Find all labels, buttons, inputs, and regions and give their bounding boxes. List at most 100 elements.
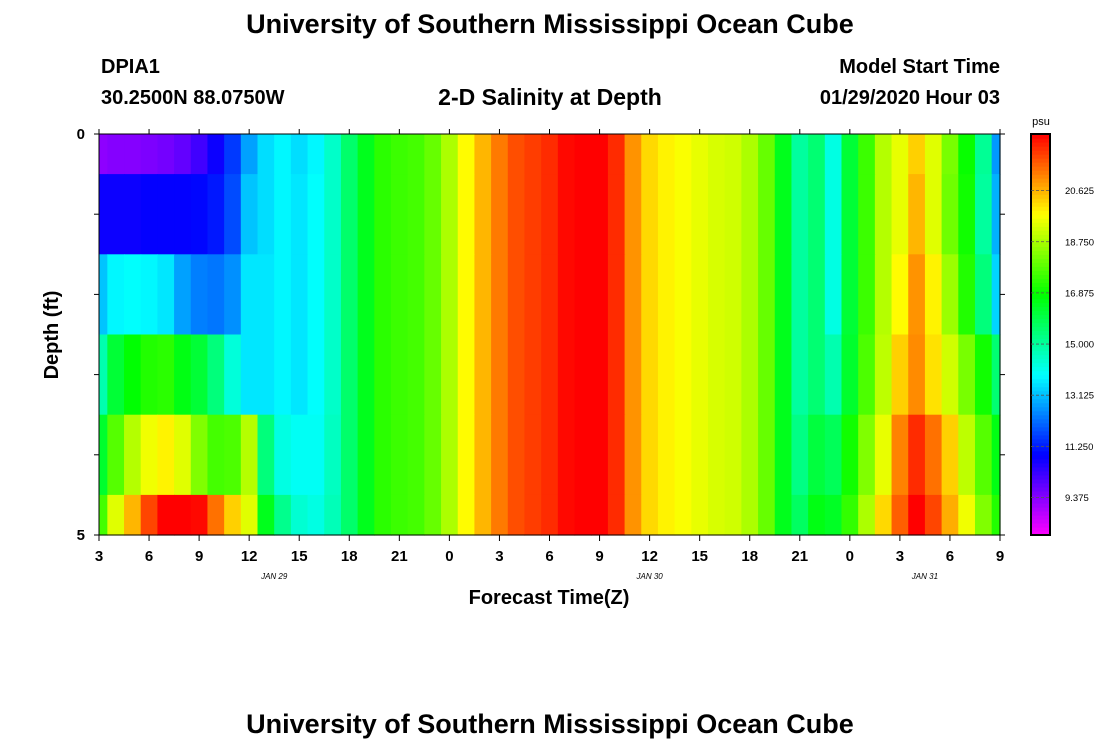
colorbar-segment — [1031, 498, 1050, 504]
heatmap-cell — [891, 334, 909, 416]
page-title: University of Southern Mississippi Ocean… — [246, 9, 854, 39]
heatmap-cell — [491, 494, 509, 536]
heatmap-cell — [607, 414, 626, 496]
heatmap-cell — [607, 494, 626, 536]
heatmap-cell — [157, 174, 175, 255]
heatmap-cell — [724, 494, 742, 536]
heatmap-cell — [374, 254, 392, 336]
date-label: JAN 29 — [260, 572, 288, 581]
footer-title: University of Southern Mississippi Ocean… — [246, 709, 854, 739]
heatmap-cell — [691, 494, 709, 536]
heatmap-cell — [324, 254, 342, 336]
heatmap-cell — [657, 334, 676, 416]
colorbar-segment — [1031, 514, 1050, 520]
colorbar-segment — [1031, 446, 1050, 452]
heatmap-cell — [958, 334, 976, 416]
heatmap-cell — [374, 414, 392, 496]
heatmap-cell — [307, 494, 325, 536]
heatmap-cell — [758, 174, 776, 255]
heatmap-cell — [491, 334, 509, 416]
heatmap-cell — [491, 254, 509, 336]
heatmap-cell — [657, 134, 676, 175]
heatmap-cell — [107, 334, 125, 416]
colorbar-tick-label: 11.250 — [1065, 442, 1093, 453]
heatmap-cell — [340, 414, 359, 496]
heatmap-cell — [240, 494, 259, 536]
model-start-time: 01/29/2020 Hour 03 — [819, 87, 1000, 109]
heatmap-cell — [858, 494, 876, 536]
colorbar-segment — [1031, 274, 1050, 279]
x-tick-label: 9 — [195, 548, 203, 565]
x-tick-label: 3 — [896, 548, 904, 565]
heatmap-cell — [941, 134, 959, 175]
heatmap-cell — [541, 334, 559, 416]
heatmap-cell — [991, 334, 1001, 416]
heatmap-cell — [607, 174, 626, 255]
heatmap-cell — [891, 414, 909, 496]
heatmap-cell — [641, 254, 659, 336]
heatmap-cell — [908, 334, 926, 416]
heatmap-cell — [99, 414, 108, 496]
heatmap-cell — [791, 254, 809, 336]
heatmap-cell — [808, 414, 826, 496]
colorbar-segment — [1031, 270, 1050, 275]
heatmap-cell — [574, 494, 592, 536]
heatmap-cell — [941, 334, 959, 416]
heatmap-cell — [591, 174, 609, 255]
heatmap-cell — [374, 174, 392, 255]
colorbar-segment — [1031, 490, 1050, 496]
colorbar-segment — [1031, 354, 1050, 360]
colorbar-segment — [1031, 154, 1050, 159]
heatmap-cell — [157, 494, 175, 536]
heatmap-cell — [708, 414, 726, 496]
heatmap-cell — [908, 414, 926, 496]
heatmap-cell — [908, 134, 926, 175]
heatmap-cell — [624, 494, 642, 536]
colorbar-segment — [1031, 450, 1050, 456]
heatmap-cell — [107, 174, 125, 255]
heatmap-cell — [174, 134, 192, 175]
heatmap-cell — [524, 134, 542, 175]
heatmap-cell — [974, 254, 993, 336]
colorbar-segment — [1031, 478, 1050, 484]
heatmap-cell — [808, 134, 826, 175]
heatmap-cell — [357, 414, 375, 496]
heatmap-cell — [99, 254, 108, 336]
colorbar-segment — [1031, 242, 1050, 247]
colorbar-segment — [1031, 378, 1050, 384]
x-tick-label: 0 — [445, 548, 453, 565]
colorbar-segment — [1031, 502, 1050, 508]
heatmap-cell — [708, 174, 726, 255]
heatmap-cell — [107, 134, 125, 175]
heatmap-cell — [591, 494, 609, 536]
colorbar-segment — [1031, 366, 1050, 372]
heatmap-cell — [407, 254, 425, 336]
heatmap-cell — [774, 414, 793, 496]
colorbar-segment — [1031, 238, 1050, 243]
heatmap-cell — [858, 334, 876, 416]
heatmap-cell — [374, 494, 392, 536]
heatmap-cell — [474, 414, 492, 496]
heatmap-cell — [641, 494, 659, 536]
colorbar-segment — [1031, 166, 1050, 171]
heatmap-cell — [190, 174, 209, 255]
heatmap-cell — [424, 134, 442, 175]
colorbar-segment — [1031, 266, 1050, 271]
colorbar-segment — [1031, 482, 1050, 488]
plot-axes: 3 6 9 12 15 18 21 0 3 6 9 12 15 18 21 0 3 6 9 JAN 29 JAN 30 J… — [77, 126, 1005, 581]
colorbar-segment — [1031, 390, 1050, 396]
heatmap-cell — [958, 414, 976, 496]
heatmap-cell — [991, 254, 1001, 336]
heatmap-cell — [724, 174, 742, 255]
heatmap-cell — [507, 494, 526, 536]
model-start-label: Model Start Time — [839, 56, 1000, 78]
x-axis-label: Forecast Time(Z) — [469, 587, 630, 609]
heatmap-cell — [641, 414, 659, 496]
heatmap-cell — [641, 174, 659, 255]
heatmap-cell — [257, 174, 275, 255]
heatmap-cell — [774, 494, 793, 536]
heatmap-cell — [758, 494, 776, 536]
heatmap-cell — [507, 334, 526, 416]
heatmap-cell — [407, 134, 425, 175]
colorbar-segment — [1031, 398, 1050, 404]
